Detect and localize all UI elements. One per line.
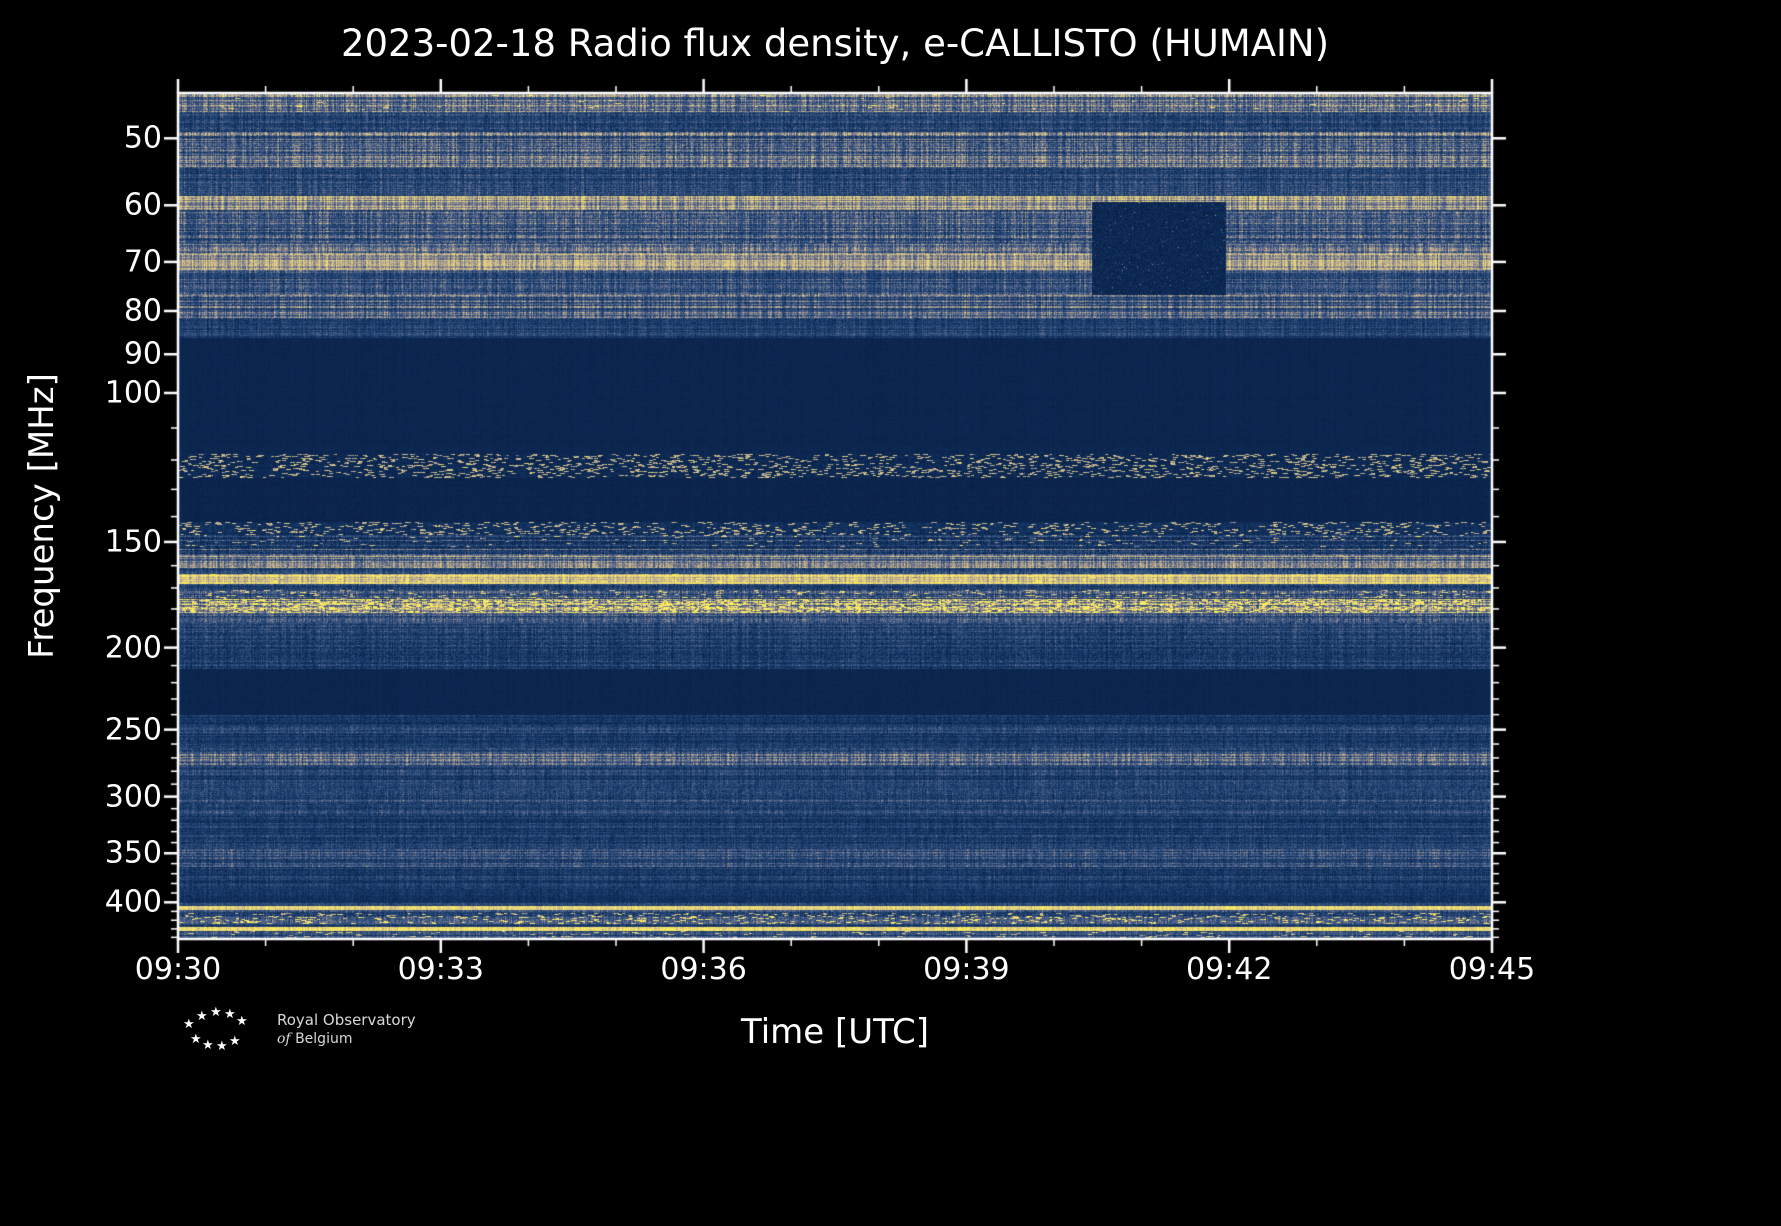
star-icon: ★	[190, 1032, 202, 1047]
spectrogram-canvas	[178, 93, 1492, 939]
star-icon: ★	[210, 1005, 222, 1020]
star-icon: ★	[216, 1039, 228, 1054]
star-icon: ★	[236, 1014, 248, 1029]
y-tick-label: 90	[123, 336, 162, 372]
x-tick-label: 09:33	[397, 952, 485, 987]
x-tick-label: 09:45	[1448, 952, 1536, 987]
y-axis-label: Frequency [MHz]	[22, 373, 62, 659]
star-icon: ★	[224, 1007, 236, 1022]
page-title: 2023-02-18 Radio flux density, e-CALLIST…	[340, 22, 1330, 65]
star-icon: ★	[183, 1017, 195, 1032]
rob-logo-line1: Royal Observatory	[277, 1011, 416, 1029]
star-icon: ★	[196, 1009, 208, 1024]
y-tick-label: 200	[104, 630, 162, 666]
rob-logo: ★ ★ ★ ★ ★ ★ ★ ★ ★ Royal Observatory of B…	[183, 1006, 416, 1056]
x-tick-label: 09:30	[134, 952, 222, 987]
y-tick-label: 350	[104, 835, 162, 871]
rob-logo-text: Royal Observatory of Belgium	[277, 1006, 416, 1048]
star-icon: ★	[229, 1034, 241, 1049]
x-tick-label: 09:36	[660, 952, 747, 987]
y-tick-label: 80	[123, 293, 162, 329]
star-icon: ★	[202, 1038, 214, 1053]
x-tick-label: 09:39	[923, 952, 1010, 987]
rob-logo-stars: ★ ★ ★ ★ ★ ★ ★ ★ ★	[183, 1006, 255, 1056]
y-tick-label: 300	[104, 779, 162, 815]
x-axis-label: Time [UTC]	[741, 1012, 929, 1052]
y-tick-label: 400	[104, 884, 162, 920]
y-tick-label: 250	[104, 712, 162, 748]
y-tick-label: 150	[104, 524, 162, 560]
y-tick-label: 60	[123, 187, 162, 223]
x-tick-label: 09:42	[1185, 952, 1273, 987]
y-tick-label: 70	[123, 244, 162, 280]
y-tick-label: 100	[104, 375, 162, 411]
y-tick-label: 50	[123, 120, 162, 156]
rob-logo-line2: of Belgium	[277, 1031, 353, 1047]
